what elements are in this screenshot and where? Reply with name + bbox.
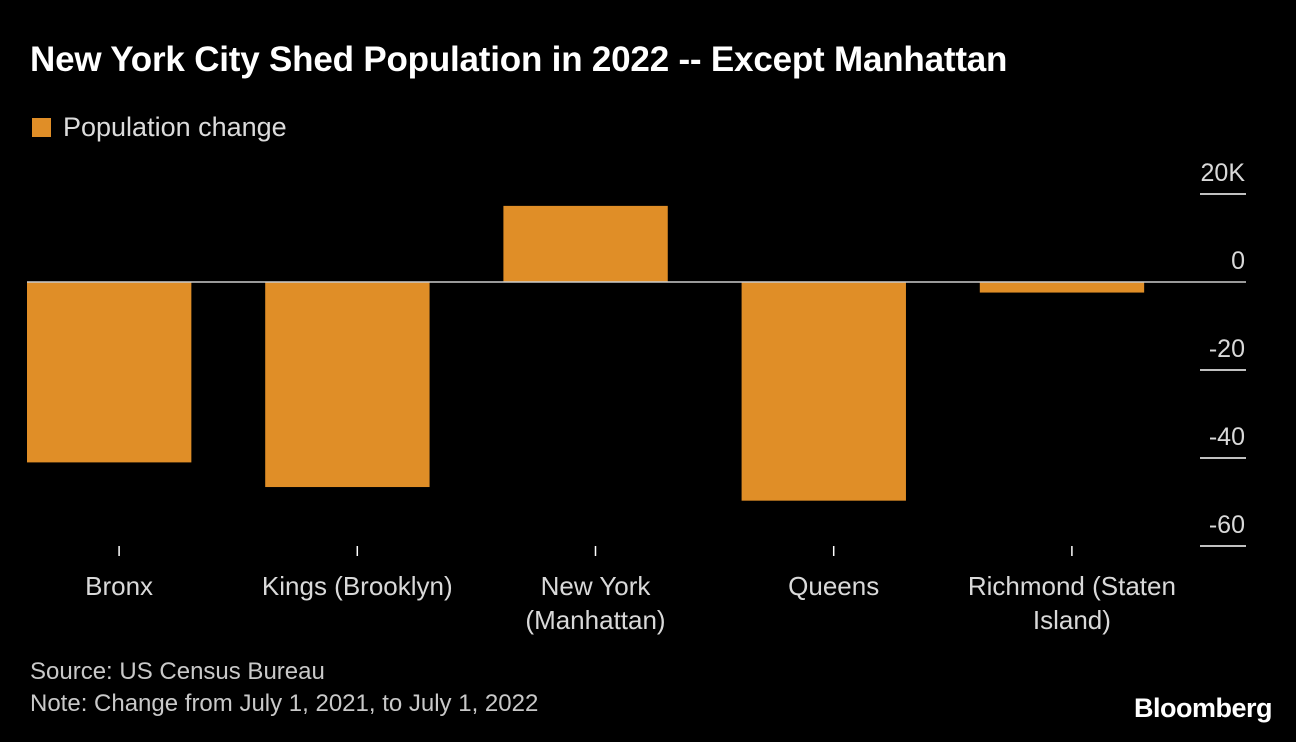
y-tick-label-2: -20 (1209, 335, 1245, 363)
x-tick-label-4: Richmond (Staten Island) (968, 571, 1176, 635)
x-tick-label-2: New York (Manhattan) (525, 571, 665, 635)
y-tick-label-1: 0 (1231, 247, 1245, 275)
y-tick-label-3: -40 (1209, 423, 1245, 451)
bar-1 (265, 282, 430, 488)
y-tick-label-0: 20K (1201, 159, 1246, 187)
date-note: Note: Change from July 1, 2021, to July … (30, 690, 539, 717)
bloomberg-logo: Bloomberg (1133, 693, 1273, 723)
footer: Source: US Census Bureau Note: Change fr… (30, 656, 538, 720)
x-tick-label-line: (Manhattan) (525, 605, 665, 635)
legend-swatch (32, 118, 51, 137)
source-note: Source: US Census Bureau (30, 658, 325, 685)
x-tick-label-line: Kings (Brooklyn) (262, 571, 453, 601)
x-tick-label-line: Island) (1033, 605, 1111, 635)
x-tick-label-0: Bronx (85, 571, 153, 601)
x-tick-label-line: Bronx (85, 571, 153, 601)
bar-0 (27, 282, 192, 463)
x-tick-label-1: Kings (Brooklyn) (262, 571, 453, 601)
chart-title: New York City Shed Population in 2022 --… (30, 40, 1008, 79)
bar-3 (741, 282, 906, 501)
bar-2 (503, 205, 668, 282)
legend-label: Population change (63, 112, 287, 142)
y-tick-label-4: -60 (1209, 511, 1245, 539)
x-tick-label-line: New York (541, 571, 652, 601)
x-tick-label-3: Queens (788, 571, 879, 601)
x-tick-label-line: Richmond (Staten (968, 571, 1176, 601)
bar-4 (979, 282, 1145, 293)
x-tick-label-line: Queens (788, 571, 879, 601)
legend: Population change (32, 112, 287, 143)
